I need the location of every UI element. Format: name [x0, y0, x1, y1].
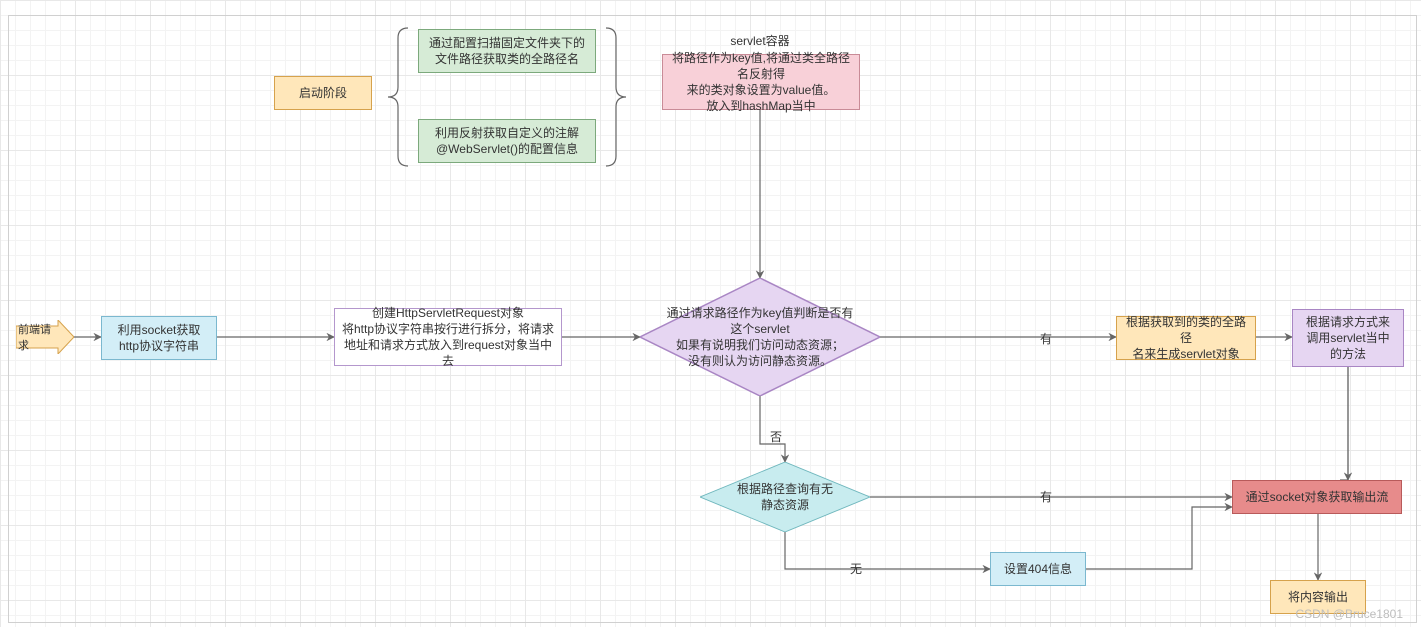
- node-generate-servlet: 根据获取到的类的全路径名来生成servlet对象: [1116, 316, 1256, 360]
- node-text: 前端请求: [18, 320, 58, 354]
- edge-label-yes-2: 有: [1040, 488, 1052, 505]
- node-text: 通过请求路径作为key值判断是否有这个servlet如果有说明我们访问动态资源；…: [664, 305, 856, 370]
- node-front-request: 前端请求: [16, 320, 74, 354]
- edge-label-no-1: 否: [770, 428, 782, 445]
- edge-label-yes-1: 有: [1040, 330, 1052, 347]
- label-text: servlet容器: [730, 34, 789, 48]
- node-config-reflect: 利用反射获取自定义的注解@WebServlet()的配置信息: [418, 119, 596, 163]
- watermark: CSDN @Bruce1801: [1295, 607, 1403, 621]
- node-text: 利用反射获取自定义的注解@WebServlet()的配置信息: [435, 125, 579, 157]
- node-text: 根据路径查询有无静态资源: [737, 481, 833, 513]
- label-servlet-container: servlet容器: [720, 32, 800, 48]
- node-hashmap: 将路径作为key值,将通过类全路径名反射得来的类对象设置为value值。放入到h…: [662, 54, 860, 110]
- node-call-method: 根据请求方式来调用servlet当中的方法: [1292, 309, 1404, 367]
- decision-check-servlet: 通过请求路径作为key值判断是否有这个servlet如果有说明我们访问动态资源；…: [640, 278, 880, 396]
- node-text: 根据获取到的类的全路径名来生成servlet对象: [1123, 314, 1249, 363]
- node-socket-get: 利用socket获取http协议字符串: [101, 316, 217, 360]
- node-text: 创建HttpServletRequest对象将http协议字符串按行进行拆分，将…: [341, 305, 555, 370]
- node-text: 通过socket对象获取输出流: [1246, 489, 1389, 505]
- node-set-404: 设置404信息: [990, 552, 1086, 586]
- edge-label-no-2: 无: [850, 560, 862, 577]
- node-text: 将内容输出: [1288, 589, 1348, 605]
- decision-check-static: 根据路径查询有无静态资源: [700, 462, 870, 532]
- node-text: 利用socket获取http协议字符串: [118, 322, 201, 354]
- node-text: 通过配置扫描固定文件夹下的文件路径获取类的全路径名: [429, 35, 585, 67]
- node-start-phase: 启动阶段: [274, 76, 372, 110]
- node-text: 将路径作为key值,将通过类全路径名反射得来的类对象设置为value值。放入到h…: [669, 50, 853, 115]
- node-text: 启动阶段: [299, 85, 347, 101]
- node-config-scan: 通过配置扫描固定文件夹下的文件路径获取类的全路径名: [418, 29, 596, 73]
- node-output-stream: 通过socket对象获取输出流: [1232, 480, 1402, 514]
- node-text: 根据请求方式来调用servlet当中的方法: [1306, 314, 1390, 363]
- node-build-request: 创建HttpServletRequest对象将http协议字符串按行进行拆分，将…: [334, 308, 562, 366]
- node-text: 设置404信息: [1004, 561, 1072, 577]
